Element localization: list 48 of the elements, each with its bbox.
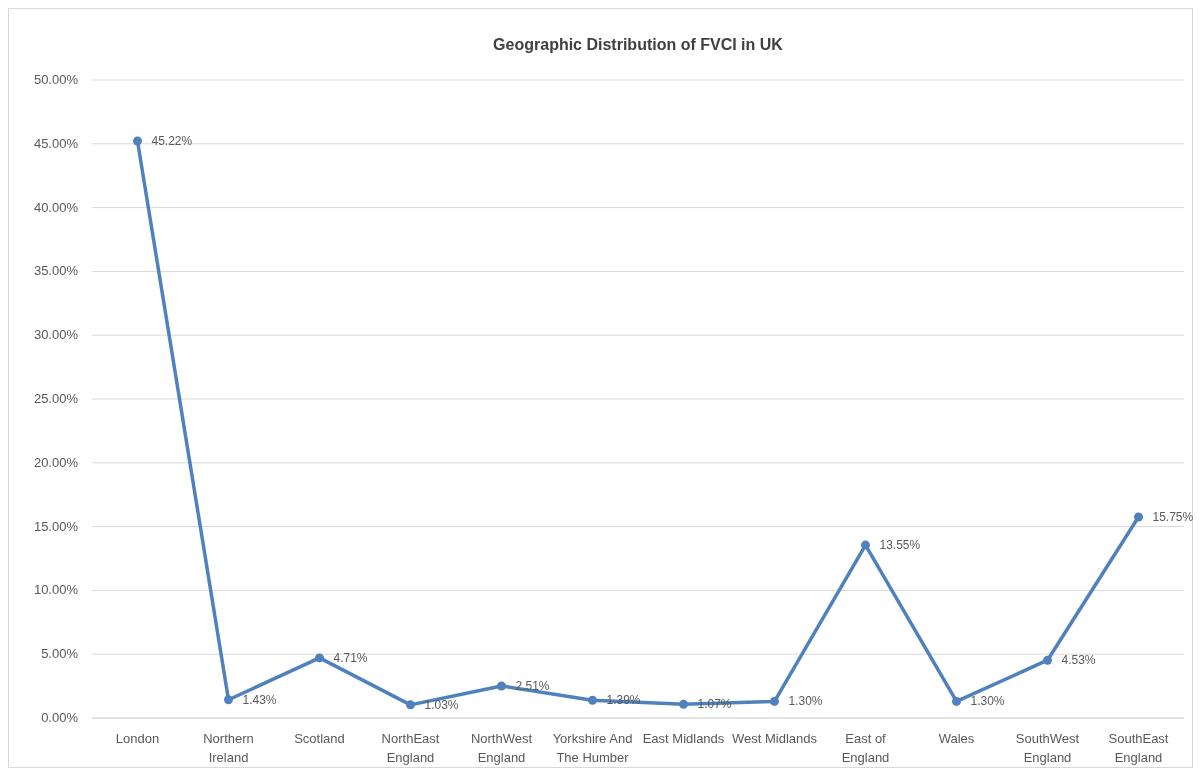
x-tick-label: NorthEast England — [381, 731, 440, 765]
y-tick-label: 35.00% — [33, 263, 79, 279]
y-tick-label: 0.00% — [41, 710, 79, 725]
data-label: 1.30% — [970, 694, 1005, 709]
data-label: 4.53% — [1061, 653, 1096, 668]
data-label: 1.07% — [697, 697, 732, 712]
y-tick-label: 50.00% — [33, 72, 79, 87]
data-label: 1.30% — [788, 694, 823, 709]
y-tick-label: 40.00% — [33, 199, 79, 215]
point — [770, 696, 779, 706]
point — [315, 653, 324, 663]
x-tick-label: Wales — [938, 731, 975, 746]
x-tick-label: East of England — [841, 731, 890, 765]
y-tick-label: 15.00% — [33, 518, 79, 534]
y-tick-label: 10.00% — [33, 582, 79, 598]
point — [497, 681, 506, 691]
x-tick-label: Scotland — [294, 731, 345, 746]
data-label: 1.43% — [242, 692, 277, 707]
data-label: 15.75% — [1152, 510, 1194, 525]
point — [1134, 512, 1143, 522]
x-tick-label: West Midlands — [731, 731, 818, 746]
x-tick-label: SouthEast England — [1108, 731, 1169, 765]
point — [588, 695, 597, 705]
x-tick-label: SouthWest England — [1015, 731, 1080, 765]
y-tick-label: 25.00% — [33, 391, 79, 406]
point — [406, 700, 415, 710]
data-label: 1.03% — [424, 697, 459, 712]
data-label: 4.71% — [333, 650, 368, 665]
data-label: 45.22% — [151, 133, 193, 148]
x-tick-label: East Midlands — [642, 731, 725, 746]
x-tick-label: Yorkshire And The Humber — [552, 731, 633, 765]
y-tick-label: 30.00% — [33, 327, 79, 343]
point — [133, 136, 142, 146]
chart-title: Geographic Distribution of FVCI in UK — [493, 36, 784, 53]
point — [679, 699, 688, 709]
y-tick-label: 45.00% — [33, 135, 79, 151]
y-tick-label: 20.00% — [33, 454, 79, 470]
point — [1043, 655, 1052, 665]
x-tick-label: NorthWest England — [470, 731, 533, 765]
y-tick-label: 5.00% — [41, 646, 79, 662]
point — [861, 540, 870, 550]
data-label: 1.39% — [606, 693, 641, 708]
x-tick-label: London — [115, 731, 160, 746]
point — [224, 695, 233, 705]
data-label: 13.55% — [879, 538, 921, 553]
point — [952, 696, 961, 706]
data-label: 2.51% — [515, 678, 550, 693]
x-tick-label: Northern Ireland — [203, 731, 254, 765]
